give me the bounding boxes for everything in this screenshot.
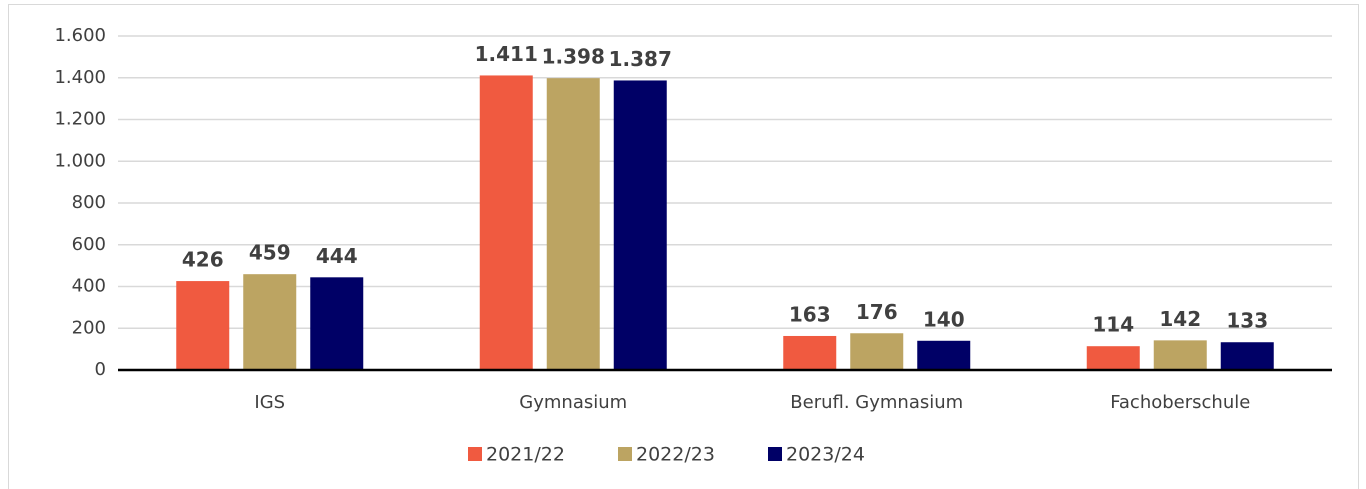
value-label: 1.398 <box>542 45 605 69</box>
legend-label: 2023/24 <box>786 444 865 466</box>
value-label: 444 <box>316 244 358 268</box>
y-tick-label: 600 <box>72 234 106 255</box>
y-tick-label: 1.400 <box>54 67 106 88</box>
value-label: 1.411 <box>475 42 538 66</box>
legend-label: 2021/22 <box>486 444 565 466</box>
bar <box>243 274 297 370</box>
x-tick-label: Fachoberschule <box>1110 392 1250 413</box>
chart-border <box>8 4 1359 489</box>
value-label: 176 <box>856 300 898 324</box>
value-label: 133 <box>1226 309 1268 333</box>
value-label: 1.387 <box>609 47 672 71</box>
y-tick-label: 400 <box>72 276 106 297</box>
bar <box>850 333 904 370</box>
legend-swatch <box>618 447 632 461</box>
x-tick-label: Gymnasium <box>519 392 627 413</box>
bar <box>1153 340 1207 370</box>
bar <box>917 340 971 370</box>
y-tick-label: 200 <box>72 317 106 338</box>
y-tick-label: 1.000 <box>54 150 106 171</box>
bar <box>310 277 364 370</box>
legend-swatch <box>768 447 782 461</box>
value-label: 142 <box>1159 307 1201 331</box>
y-tick-label: 1.600 <box>54 25 106 46</box>
bar <box>613 80 667 371</box>
bar <box>546 78 600 370</box>
value-label: 426 <box>182 248 224 272</box>
bar <box>1220 342 1274 370</box>
bar <box>176 281 230 370</box>
x-tick-label: Berufl. Gymnasium <box>790 392 963 413</box>
y-tick-label: 0 <box>95 359 106 380</box>
value-label: 140 <box>923 307 965 331</box>
legend-swatch <box>468 447 482 461</box>
legend-label: 2022/23 <box>636 444 715 466</box>
y-tick-label: 1.200 <box>54 109 106 130</box>
bar <box>479 75 533 371</box>
x-tick-label: IGS <box>254 392 285 413</box>
value-label: 114 <box>1092 313 1134 337</box>
bar <box>783 335 837 370</box>
y-tick-label: 800 <box>72 192 106 213</box>
value-label: 459 <box>249 241 291 265</box>
bar <box>1086 346 1140 370</box>
value-label: 163 <box>789 302 831 326</box>
